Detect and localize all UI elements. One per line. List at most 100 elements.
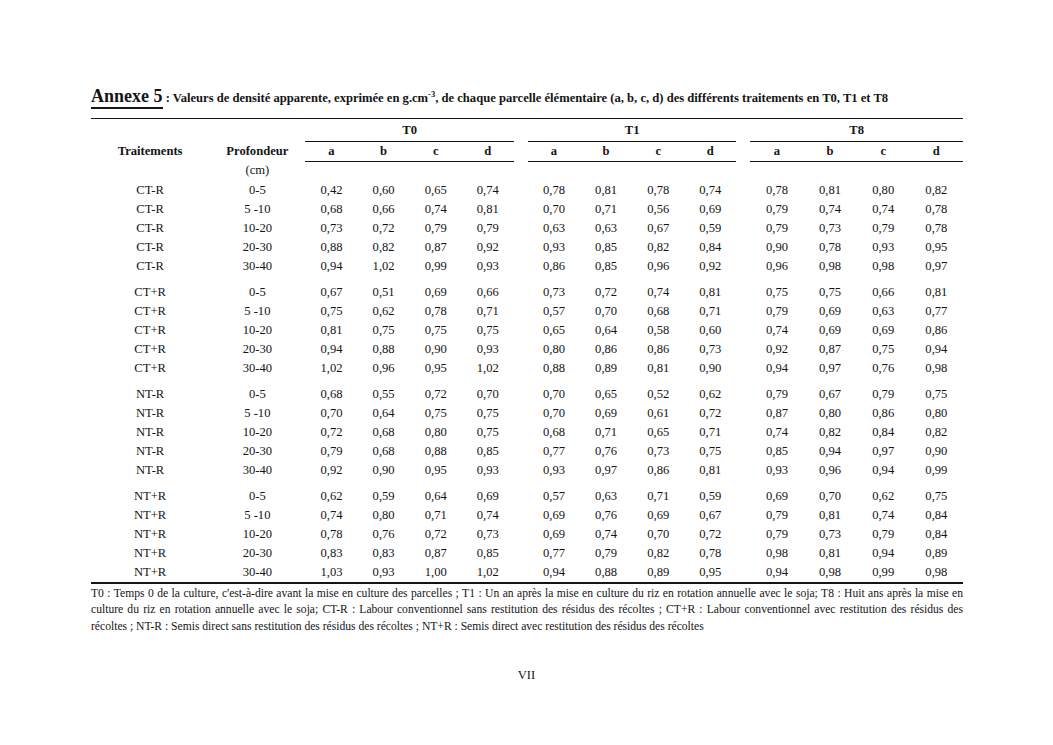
value-cell: 0,92 <box>750 340 803 359</box>
value-cell: 0,72 <box>684 525 736 544</box>
value-cell: 0,84 <box>910 525 963 544</box>
treatment-cell: CT-R <box>91 219 209 238</box>
group-gap <box>736 461 750 480</box>
column-group-t0: T0 <box>305 118 513 141</box>
value-cell: 0,82 <box>910 423 963 442</box>
column-group-t8: T8 <box>750 118 963 141</box>
value-cell: 0,57 <box>528 480 580 506</box>
table-row: CT-R 0-5 0,42 0,60 0,65 0,74 0,78 0,81 0… <box>91 181 963 200</box>
value-cell: 0,75 <box>305 302 357 321</box>
value-cell: 0,94 <box>305 257 357 276</box>
group-gap <box>736 200 750 219</box>
subcol-d: d <box>684 141 736 161</box>
value-cell: 0,59 <box>684 219 736 238</box>
value-cell: 0,85 <box>462 442 514 461</box>
value-cell: 0,69 <box>528 506 580 525</box>
value-cell: 0,88 <box>410 442 462 461</box>
treatment-cell: NT+R <box>91 563 209 583</box>
value-cell: 0,59 <box>358 480 410 506</box>
value-cell: 0,82 <box>804 423 857 442</box>
depth-cell: 0-5 <box>209 276 305 302</box>
table-row: CT+R 5 -10 0,75 0,62 0,78 0,71 0,57 0,70… <box>91 302 963 321</box>
value-cell: 0,78 <box>910 219 963 238</box>
value-cell: 0,79 <box>750 506 803 525</box>
value-cell: 0,86 <box>632 340 684 359</box>
value-cell: 0,79 <box>857 378 910 404</box>
value-cell: 0,66 <box>358 200 410 219</box>
depth-cell: 10-20 <box>209 423 305 442</box>
value-cell: 1,03 <box>305 563 357 583</box>
value-cell: 0,95 <box>410 359 462 378</box>
value-cell: 0,74 <box>750 423 803 442</box>
value-cell: 0,65 <box>410 181 462 200</box>
value-cell: 0,97 <box>910 257 963 276</box>
group-gap <box>514 276 528 302</box>
group-gap <box>514 404 528 423</box>
value-cell: 0,68 <box>528 423 580 442</box>
treatment-cell: NT-R <box>91 461 209 480</box>
value-cell: 0,69 <box>580 404 632 423</box>
value-cell: 0,73 <box>528 276 580 302</box>
value-cell: 0,62 <box>305 480 357 506</box>
value-cell: 0,82 <box>632 238 684 257</box>
value-cell: 0,96 <box>750 257 803 276</box>
value-cell: 0,57 <box>528 302 580 321</box>
value-cell: 0,72 <box>580 276 632 302</box>
table-row: CT+R 0-5 0,67 0,51 0,69 0,66 0,73 0,72 0… <box>91 276 963 302</box>
value-cell: 0,92 <box>462 238 514 257</box>
title-text-post: , de chaque parcelle élémentaire (a, b, … <box>435 91 888 105</box>
value-cell: 0,74 <box>750 321 803 340</box>
value-cell: 0,75 <box>910 480 963 506</box>
value-cell: 0,86 <box>528 257 580 276</box>
depth-cell: 20-30 <box>209 442 305 461</box>
group-gap <box>514 340 528 359</box>
value-cell: 0,94 <box>750 359 803 378</box>
subcol-a: a <box>528 141 580 161</box>
group-gap <box>514 257 528 276</box>
value-cell: 0,71 <box>462 302 514 321</box>
density-table: T0 T1 T8 Traitements Profondeur a b c d … <box>91 118 963 584</box>
value-cell: 0,93 <box>462 257 514 276</box>
annex-label: Annexe 5 <box>91 86 163 109</box>
value-cell: 0,63 <box>528 219 580 238</box>
group-gap <box>736 118 750 141</box>
value-cell: 0,75 <box>462 404 514 423</box>
depth-cell: 5 -10 <box>209 506 305 525</box>
value-cell: 0,66 <box>462 276 514 302</box>
value-cell: 0,63 <box>580 219 632 238</box>
value-cell: 1,02 <box>462 563 514 583</box>
value-cell: 0,76 <box>857 359 910 378</box>
value-cell: 0,90 <box>750 238 803 257</box>
value-cell: 0,77 <box>528 544 580 563</box>
value-cell: 0,74 <box>684 181 736 200</box>
value-cell: 0,73 <box>305 219 357 238</box>
table-row: NT+R 0-5 0,62 0,59 0,64 0,69 0,57 0,63 0… <box>91 480 963 506</box>
subcol-c: c <box>632 141 684 161</box>
value-cell: 0,94 <box>528 563 580 583</box>
table-row: NT+R 10-20 0,78 0,76 0,72 0,73 0,69 0,74… <box>91 525 963 544</box>
value-cell: 0,79 <box>857 525 910 544</box>
value-cell: 0,78 <box>410 302 462 321</box>
value-cell: 0,97 <box>857 442 910 461</box>
value-cell: 0,67 <box>305 276 357 302</box>
value-cell: 0,71 <box>580 423 632 442</box>
value-cell: 0,69 <box>632 506 684 525</box>
value-cell: 0,80 <box>410 423 462 442</box>
group-gap <box>514 302 528 321</box>
value-cell: 0,99 <box>857 563 910 583</box>
value-cell: 0,79 <box>580 544 632 563</box>
depth-cell: 30-40 <box>209 461 305 480</box>
group-gap <box>736 340 750 359</box>
value-cell: 0,78 <box>750 181 803 200</box>
depth-cell: 20-30 <box>209 340 305 359</box>
document-page: Annexe 5 : Valeurs de densité apparente,… <box>0 0 1053 745</box>
value-cell: 0,74 <box>857 200 910 219</box>
value-cell: 0,94 <box>804 442 857 461</box>
value-cell: 0,67 <box>632 219 684 238</box>
value-cell: 0,78 <box>305 525 357 544</box>
value-cell: 0,96 <box>804 461 857 480</box>
group-gap <box>736 442 750 461</box>
value-cell: 0,93 <box>750 461 803 480</box>
value-cell: 0,80 <box>857 181 910 200</box>
value-cell: 0,99 <box>410 257 462 276</box>
